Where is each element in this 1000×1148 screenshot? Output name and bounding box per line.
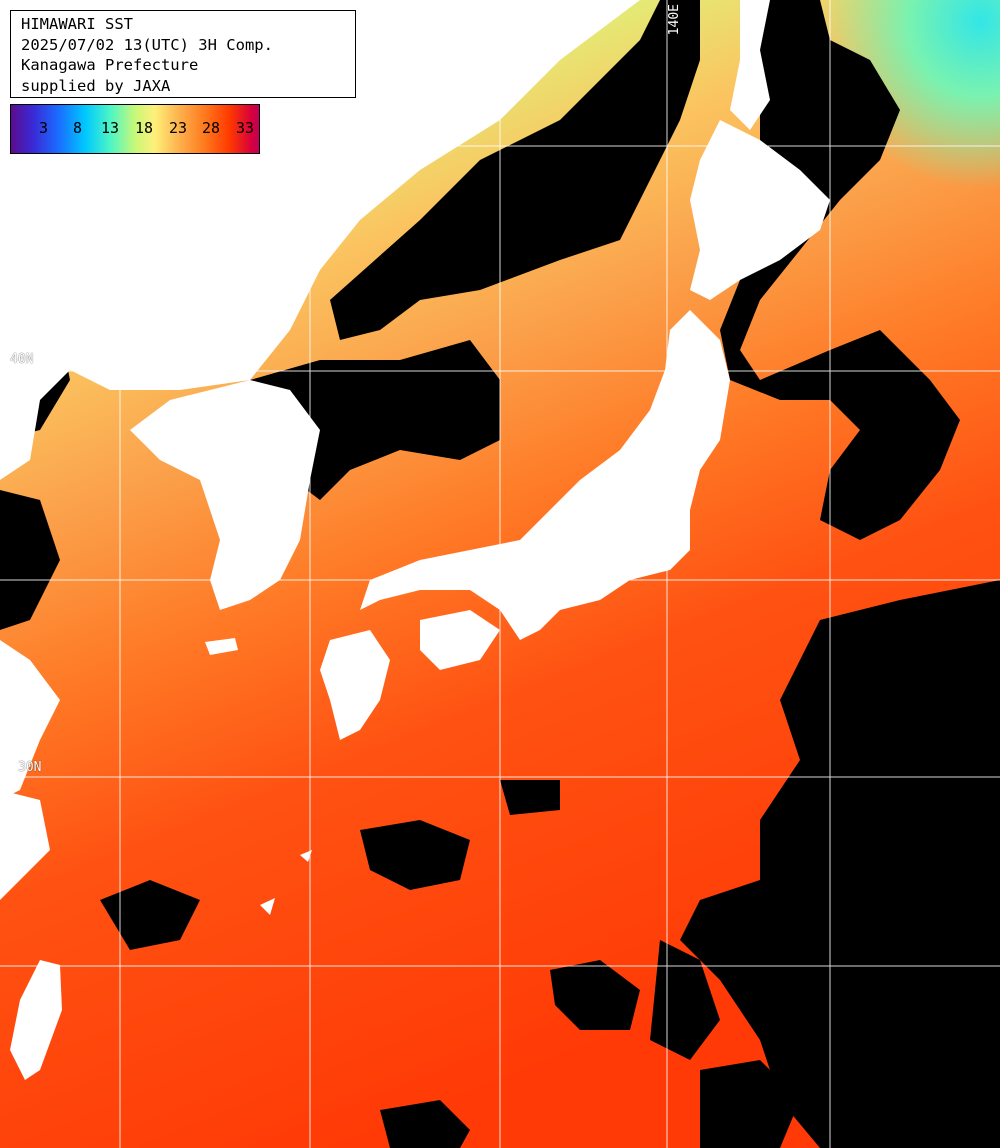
land-china-coast xyxy=(0,790,50,900)
latitude-label-30n: 30N xyxy=(18,760,42,775)
map-credit: supplied by JAXA xyxy=(21,76,171,95)
land-korea xyxy=(130,380,320,610)
latitude-label-40n: 40N xyxy=(10,352,34,367)
cloud-south-2 xyxy=(550,960,640,1030)
map-region: Kanagawa Prefecture xyxy=(21,56,199,74)
land-shikoku xyxy=(420,610,500,670)
cloud-pacific-east xyxy=(680,580,1000,1148)
temperature-colorbar: 3 8 13 18 23 28 33 xyxy=(10,104,260,154)
land-ryukyu-1 xyxy=(260,898,275,915)
land-kyushu xyxy=(320,630,390,740)
colorbar-tick: 28 xyxy=(202,119,221,137)
cloud-south-1 xyxy=(360,820,470,890)
longitude-label-140e: 140E xyxy=(667,4,682,36)
map-info-box: HIMAWARI SST 2025/07/02 13(UTC) 3H Comp.… xyxy=(10,10,356,98)
land-honshu xyxy=(360,310,730,640)
cloud-south-3 xyxy=(100,880,200,950)
land-jeju xyxy=(205,638,238,655)
cloud-south-6 xyxy=(380,1100,470,1148)
colorbar-tick: 18 xyxy=(135,119,154,137)
map-timestamp: 2025/07/02 13(UTC) 3H Comp. xyxy=(21,35,273,54)
cloud-japan-sea-north xyxy=(330,0,700,340)
land-hokkaido xyxy=(690,120,830,300)
land-sakhalin xyxy=(730,0,770,130)
land-china-east xyxy=(0,640,60,800)
map-title: HIMAWARI SST xyxy=(21,15,133,33)
colorbar-tick: 13 xyxy=(101,119,120,137)
colorbar-tick: 8 xyxy=(73,119,83,137)
colorbar-tick: 23 xyxy=(169,119,188,137)
land-taiwan xyxy=(10,960,62,1080)
cloud-sea-of-okhotsk xyxy=(720,0,960,540)
colorbar-tick: 33 xyxy=(236,119,255,137)
colorbar-tick: 3 xyxy=(39,119,49,137)
cloud-south-5 xyxy=(500,780,560,815)
cloud-south-7 xyxy=(700,1060,800,1148)
cloud-south-4 xyxy=(0,490,60,630)
land-ryukyu-2 xyxy=(300,850,312,862)
